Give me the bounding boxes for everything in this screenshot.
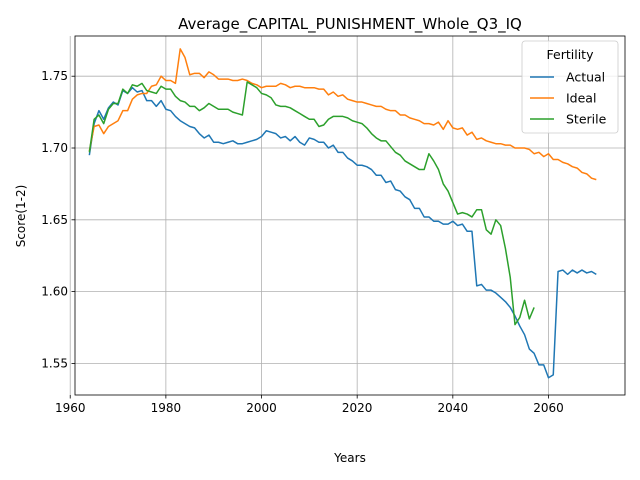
legend-title: Fertility	[547, 47, 595, 62]
x-tick-label: 1960	[55, 401, 86, 415]
y-tick-label: 1.75	[41, 69, 68, 83]
legend-label-actual: Actual	[566, 70, 605, 85]
series-layer	[88, 48, 597, 379]
y-tick-label: 1.60	[41, 285, 68, 299]
y-axis-label: Score(1-2)	[14, 185, 28, 248]
y-tick-label: 1.55	[41, 356, 68, 370]
legend-label-ideal: Ideal	[566, 91, 596, 106]
legend-box	[521, 40, 619, 134]
legend-label-sterile: Sterile	[566, 112, 607, 127]
x-tick-label: 2060	[533, 401, 564, 415]
plot-frame	[74, 35, 626, 396]
y-tick-label: 1.65	[41, 213, 68, 227]
x-axis: 1960 1980 2000 2020 2040 2060	[55, 395, 564, 415]
series-line-actual	[88, 86, 597, 379]
x-tick-label: 1980	[151, 401, 182, 415]
y-tick-label: 1.70	[41, 141, 68, 155]
series-line-ideal	[88, 48, 597, 181]
legend: Fertility Actual Ideal Sterile	[521, 40, 619, 134]
series-line-sterile	[88, 81, 535, 326]
y-axis: 1.55 1.60 1.65 1.70 1.75	[41, 69, 75, 370]
x-tick-label: 2040	[438, 401, 469, 415]
x-tick-label: 2020	[342, 401, 373, 415]
chart-title: Average_CAPITAL_PUNISHMENT_Whole_Q3_IQ	[178, 15, 522, 34]
x-axis-label: Years	[333, 451, 366, 465]
x-tick-label: 2000	[246, 401, 277, 415]
